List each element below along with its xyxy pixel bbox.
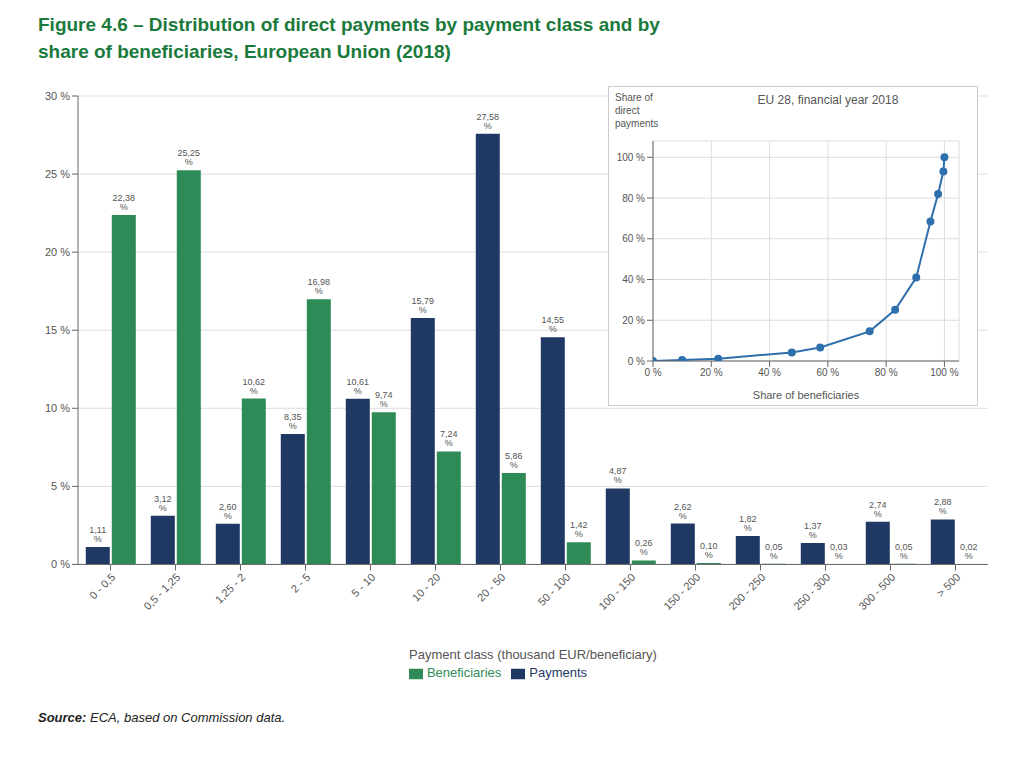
svg-text:100 - 150: 100 - 150 [596,571,637,612]
svg-text:300 - 500: 300 - 500 [856,571,897,612]
svg-text:15 %: 15 % [45,324,70,336]
svg-text:5 - 10: 5 - 10 [349,571,377,599]
svg-text:2,62%: 2,62% [674,502,692,521]
svg-text:150 - 200: 150 - 200 [661,571,702,612]
svg-text:40 %: 40 % [622,274,645,285]
html-text:Figure 4.6 – Distribution of d: Figure 4.6 – Distribution of direct paym… [38,14,660,62]
svg-text:2,60%: 2,60% [219,502,237,521]
svg-text:4,87%: 4,87% [609,466,627,485]
svg-text:Share of beneficiaries: Share of beneficiaries [753,389,860,401]
svg-text:7,24%: 7,24% [440,429,458,448]
svg-text:10,61%: 10,61% [347,377,370,396]
svg-text:0,05%: 0,05% [765,542,783,561]
svg-text:10,62%: 10,62% [243,377,266,396]
svg-text:1,11%: 1,11% [89,525,106,544]
svg-text:10 %: 10 % [45,402,70,414]
svg-text:80 %: 80 % [622,193,645,204]
svg-text:0,5 - 1,25: 0,5 - 1,25 [141,571,182,612]
svg-text:8,35%: 8,35% [284,412,302,431]
svg-text:1,82%: 1,82% [739,514,757,533]
html-text:EU 28, financial year 2018: EU 28, financial year 2018 [757,93,899,107]
svg-text:1,25 - 2: 1,25 - 2 [213,571,248,606]
svg-text:0 %: 0 % [628,356,645,367]
svg-text:15,79%: 15,79% [412,296,435,315]
svg-text:200 - 250: 200 - 250 [726,571,767,612]
svg-text:22,38%: 22,38% [113,193,136,212]
svg-text:0,26%: 0,26% [635,538,653,557]
svg-text:0,10%: 0,10% [700,541,718,560]
svg-text:100 %: 100 % [617,152,645,163]
svg-text:5 %: 5 % [51,480,70,492]
svg-text:20 %: 20 % [45,246,70,258]
svg-text:60 %: 60 % [816,367,839,378]
svg-text:27,58%: 27,58% [477,112,500,131]
svg-text:0 - 0,5: 0 - 0,5 [87,571,118,602]
svg-text:20 %: 20 % [700,367,723,378]
svg-text:20 - 50: 20 - 50 [475,571,508,604]
svg-text:0,02%: 0,02% [960,542,978,561]
svg-text:1,42%: 1,42% [570,520,588,539]
svg-text:2,88%: 2,88% [934,497,952,516]
svg-text:50 - 100: 50 - 100 [535,571,572,608]
svg-text:30 %: 30 % [45,90,70,102]
svg-text:2,74%: 2,74% [869,500,887,519]
svg-text:0,03%: 0,03% [830,542,848,561]
svg-text:60 %: 60 % [622,233,645,244]
svg-text:3,12%: 3,12% [154,494,172,513]
html-text:Source: ECA, based on Commissi: Source: ECA, based on Commission data. [38,710,286,725]
svg-text:5,86%: 5,86% [505,451,523,470]
svg-text:40 %: 40 % [758,367,781,378]
html-text:Payments: Payments [529,665,588,681]
svg-text:0,05%: 0,05% [895,542,913,561]
svg-text:0 %: 0 % [51,558,70,570]
html-text:Beneficiaries: Beneficiaries [426,665,502,681]
svg-text:0 %: 0 % [644,367,661,378]
svg-text:2 - 5: 2 - 5 [288,571,312,595]
svg-text:1,37%: 1,37% [804,521,822,540]
svg-text:25 %: 25 % [45,168,70,180]
svg-text:> 500: > 500 [934,571,962,599]
svg-text:25,25%: 25,25% [178,148,201,167]
svg-text:100 %: 100 % [930,367,958,378]
svg-text:16,98%: 16,98% [308,277,331,296]
svg-text:250 - 300: 250 - 300 [791,571,832,612]
svg-text:9,74%: 9,74% [375,390,393,409]
svg-text:80 %: 80 % [875,367,898,378]
svg-text:20 %: 20 % [622,315,645,326]
svg-text:10 - 20: 10 - 20 [410,571,443,604]
html-text:Share of direct payments: Share of direct payments [615,92,659,129]
svg-text:Payment class (thousand EUR/be: Payment class (thousand EUR/beneficiary) [409,647,657,662]
svg-text:14,55%: 14,55% [542,315,565,334]
